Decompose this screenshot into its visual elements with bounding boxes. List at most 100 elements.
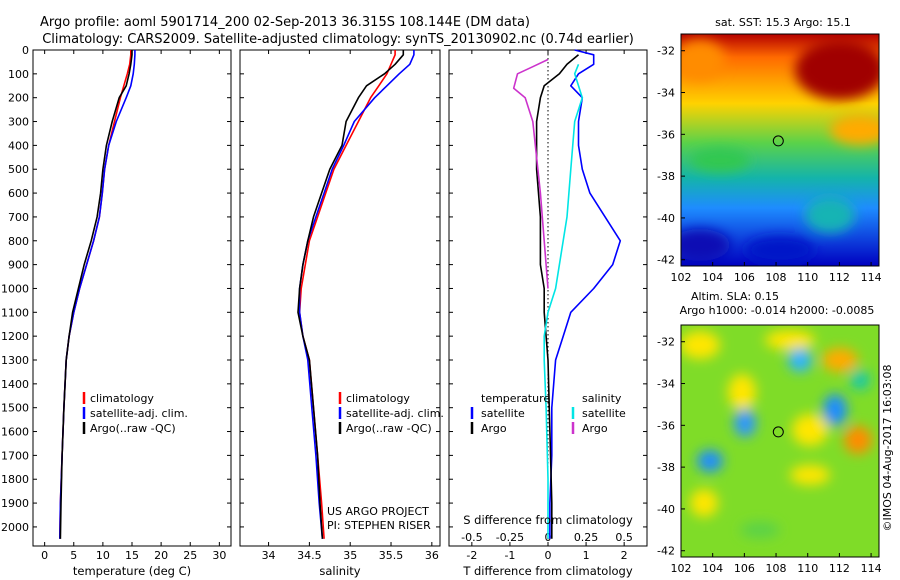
lat-tick-label: -34 [657, 378, 675, 391]
depth-tick-label: 0 [22, 44, 29, 57]
depth-tick-label: 200 [8, 92, 29, 105]
temperature-axis-label: temperature (deg C) [73, 564, 191, 578]
temperature-tick-labels: 0 5 10 15 20 25 30 [41, 50, 226, 562]
salinity-tick-labels: 34 34.5 35 35.5 36 [262, 50, 439, 562]
lat-tick-label: -36 [657, 128, 675, 141]
series-line-salinity-satellite [543, 64, 584, 539]
x-tick-label: 20 [154, 549, 168, 562]
lon-tick-label: 114 [861, 271, 882, 284]
x-tick-label: 30 [212, 549, 226, 562]
depth-tick-label: 1800 [1, 473, 29, 486]
x-tick-label: 35.5 [379, 549, 404, 562]
sst-map-panel: sat. SST: 15.3 Argo: 15.1 -32 -34 -36 -38 -4… [657, 16, 882, 284]
lon-tick-label: 104 [702, 562, 723, 575]
s-diff-tick-label: 0.25 [574, 531, 599, 544]
imos-credit: ©IMOS 04-Aug-2017 16:03:08 [881, 365, 894, 532]
legend-label-climatology: climatology [90, 392, 154, 405]
legend-label-argo: Argo(..raw -QC) [90, 422, 176, 435]
legend-label-satellite: satellite-adj. clim. [90, 407, 188, 420]
depth-tick-label: 700 [8, 211, 29, 224]
series-line-temperature-satellite [549, 49, 622, 539]
depth-tick-label: 1500 [1, 402, 29, 415]
series-line-climatology [59, 50, 132, 539]
x-tick-label: 2 [621, 549, 628, 562]
depth-tick-label: 1600 [1, 426, 29, 439]
s-diff-tick-label: -0.25 [496, 531, 524, 544]
x-tick-label: 1 [583, 549, 590, 562]
sst-lat-ticks: -32 -34 -36 -38 -40 -42 [657, 45, 685, 267]
sla-map-frame [680, 324, 880, 558]
series-line-climatology [298, 50, 396, 539]
lon-tick-label: 104 [702, 271, 723, 284]
depth-tick-label: 300 [8, 116, 29, 129]
depth-tick-label: 100 [8, 68, 29, 81]
depth-tick-label: 2000 [1, 521, 29, 534]
sst-patches [681, 40, 879, 264]
depth-tick-label: 1900 [1, 497, 29, 510]
lon-tick-label: 102 [671, 562, 692, 575]
argo-location-marker [772, 135, 784, 147]
series-line-satellite-adj-clim- [59, 50, 136, 539]
series-line-temperature-argo [535, 54, 580, 539]
salinity-axes-frame [239, 49, 441, 547]
lon-tick-label: 114 [861, 562, 882, 575]
depth-tick-label: 800 [8, 235, 29, 248]
lat-tick-label: -38 [657, 461, 675, 474]
depth-tick-label: 1000 [1, 282, 29, 295]
series-line-argo-raw-qc- [297, 50, 405, 539]
legend-label-s-argo: Argo [582, 422, 608, 435]
difference-series [512, 49, 622, 539]
depth-tick-label: 600 [8, 187, 29, 200]
difference-panel: -2 -1 0 1 2 -0.5 -0.25 0 0.25 0.5 S difference f… [448, 49, 648, 578]
sst-lon-ticks: 102 104 106 108 110 112 114 [671, 262, 882, 284]
sst-map-title: sat. SST: 15.3 Argo: 15.1 [715, 16, 851, 29]
sla-lat-ticks: -32 -34 -36 -38 -40 -42 [657, 336, 685, 558]
difference-depth-ticks [449, 49, 647, 528]
lon-tick-label: 102 [671, 271, 692, 284]
x-tick-label: 35 [343, 549, 357, 562]
depth-tick-label: 400 [8, 139, 29, 152]
lat-tick-label: -42 [657, 545, 675, 558]
temperature-legend: climatology satellite-adj. clim. Argo(..… [82, 392, 188, 435]
difference-legend: temperature satellite Argo salinity sate… [470, 392, 626, 435]
lon-tick-label: 106 [734, 562, 755, 575]
x-tick-label: 34 [262, 549, 276, 562]
depth-tick-label: 1200 [1, 330, 29, 343]
x-tick-label: 36 [425, 549, 439, 562]
lon-tick-label: 110 [797, 271, 818, 284]
legend-label-t-satellite: satellite [481, 407, 525, 420]
temperature-axes-frame [32, 49, 232, 547]
depth-tick-label: 500 [8, 163, 29, 176]
x-tick-label: -1 [504, 549, 515, 562]
series-line-satellite-adj-clim- [298, 50, 415, 539]
lon-tick-label: 108 [766, 271, 787, 284]
lon-tick-label: 110 [797, 562, 818, 575]
depth-tick-label: 1100 [1, 306, 29, 319]
sla-map-panel: Altim. SLA: 0.15 Argo h1000: -0.014 h200… [657, 290, 882, 575]
project-annotation: US ARGO PROJECT [327, 505, 429, 518]
argo-location-marker [772, 426, 784, 438]
s-difference-tick-labels: -0.5 -0.25 0 0.25 0.5 [461, 531, 633, 544]
sla-eddies [681, 330, 872, 538]
lat-tick-label: -32 [657, 45, 675, 58]
depth-tick-label: 1300 [1, 354, 29, 367]
lon-tick-label: 112 [829, 271, 850, 284]
x-tick-label: -2 [466, 549, 477, 562]
legend-label-satellite: satellite-adj. clim. [346, 407, 444, 420]
s-diff-tick-label: -0.5 [461, 531, 482, 544]
lon-tick-label: 108 [766, 562, 787, 575]
x-tick-label: 5 [70, 549, 77, 562]
salinity-panel: 34 34.5 35 35.5 36 salinity climatology sate… [239, 49, 444, 578]
legend-label-climatology: climatology [346, 392, 410, 405]
s-diff-tick-label: 0.5 [615, 531, 633, 544]
legend-label-t-argo: Argo [481, 422, 507, 435]
header-line-2: Climatology: CARS2009. Satellite-adjuste… [42, 32, 634, 47]
depth-tick-label: 900 [8, 259, 29, 272]
s-difference-axis-label: S difference from climatology [463, 513, 633, 527]
depth-tick-labels: 0 100 200 300 400 500 600 700 800 900 1000 1100 1200… [1, 44, 231, 534]
sst-field [681, 34, 879, 266]
lat-tick-label: -40 [657, 212, 675, 225]
x-tick-label: 0 [545, 549, 552, 562]
lat-tick-label: -42 [657, 254, 675, 267]
